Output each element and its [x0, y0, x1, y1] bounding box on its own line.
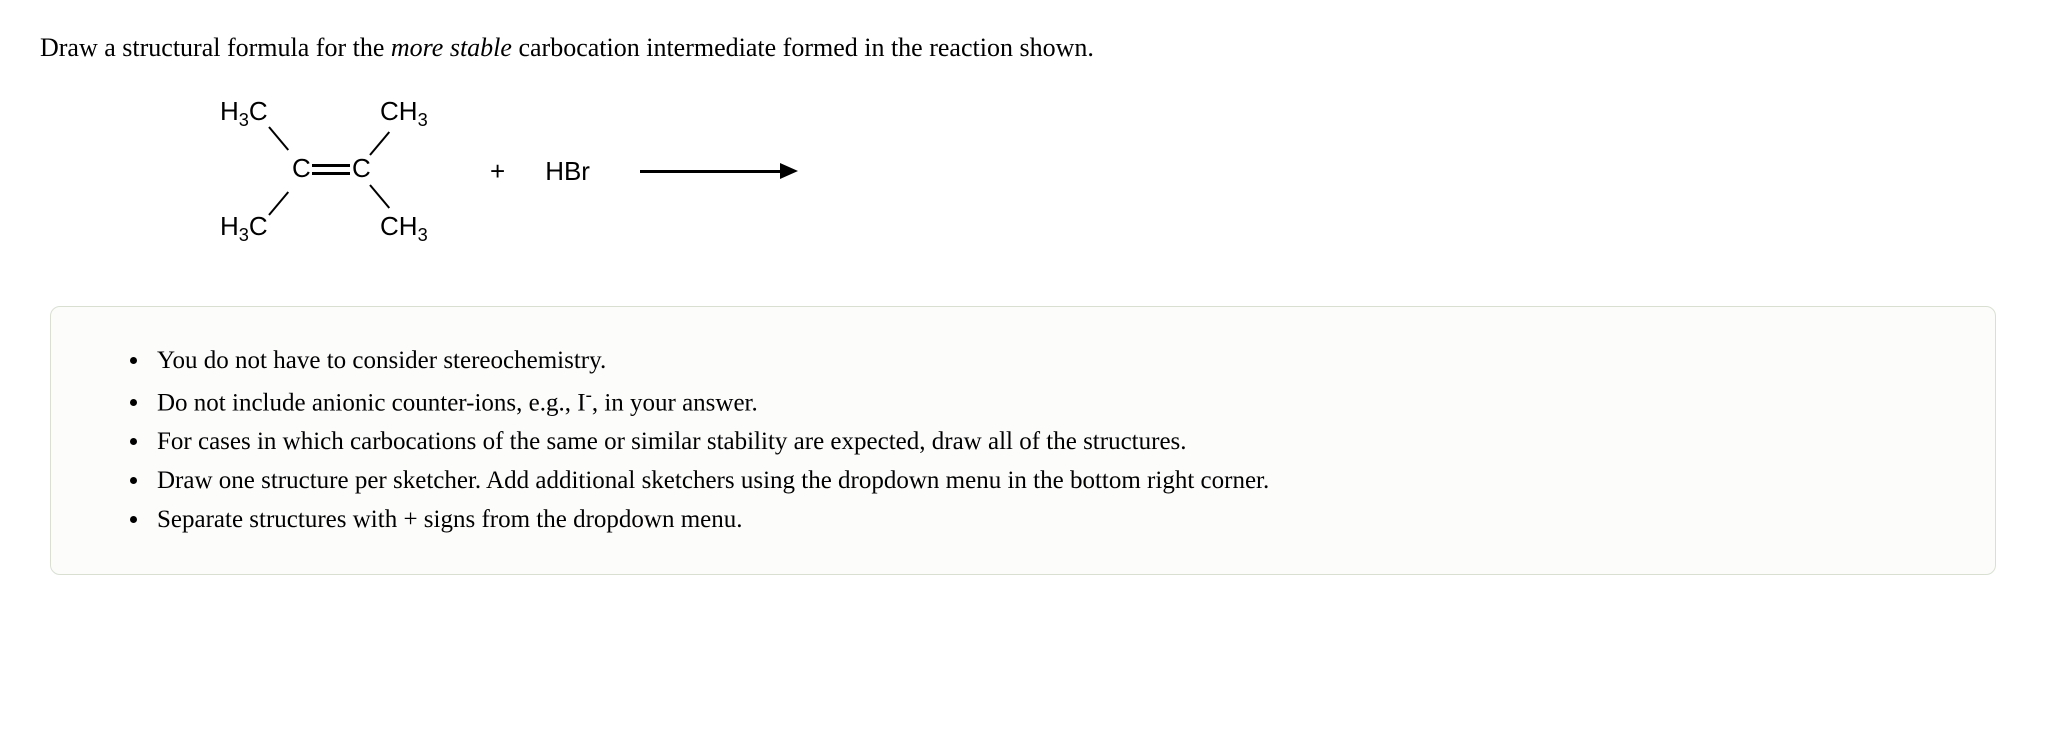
group-bottom-right: CH3 [380, 211, 428, 246]
double-bond-bot [312, 172, 350, 175]
double-bond-top [312, 164, 350, 167]
group-top-left: H3C [220, 96, 268, 131]
group-bottom-left: H3C [220, 211, 268, 246]
alkene-structure: H3C H3C C C CH3 CH3 [220, 96, 450, 246]
arrow-line [640, 170, 780, 173]
reaction-arrow [640, 163, 798, 179]
question-text: Draw a structural formula for the more s… [40, 30, 2006, 66]
instruction-item: For cases in which carbocations of the s… [151, 423, 1950, 462]
reagent-hbr: HBr [545, 156, 590, 187]
bond-bl [268, 192, 289, 216]
instruction-item: Draw one structure per sketcher. Add add… [151, 462, 1950, 501]
question-suffix: carbocation intermediate formed in the r… [512, 33, 1094, 62]
arrow-head-icon [780, 163, 798, 179]
group-top-right: CH3 [380, 96, 428, 131]
bond-tr [369, 132, 390, 156]
instruction-item: Do not include anionic counter-ions, e.g… [151, 381, 1950, 423]
bond-br [369, 185, 390, 209]
question-prefix: Draw a structural formula for the [40, 33, 391, 62]
carbon-right: C [352, 153, 371, 184]
reaction-row: H3C H3C C C CH3 CH3 + HBr [220, 96, 2006, 246]
instruction-item: You do not have to consider stereochemis… [151, 342, 1950, 381]
instructions-list: You do not have to consider stereochemis… [96, 342, 1950, 539]
instructions-box: You do not have to consider stereochemis… [50, 306, 1996, 575]
question-italic: more stable [391, 33, 512, 62]
carbon-left: C [292, 153, 311, 184]
instruction-item: Separate structures with + signs from th… [151, 501, 1950, 540]
plus-sign: + [490, 156, 505, 187]
bond-tl [268, 127, 289, 151]
